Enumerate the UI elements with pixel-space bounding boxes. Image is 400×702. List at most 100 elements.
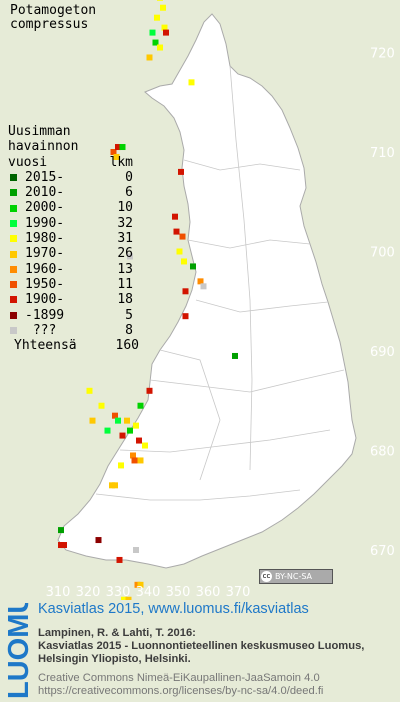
observation-marker — [133, 422, 139, 429]
legend-count: 13 — [117, 261, 133, 277]
legend-heading: havainnon — [8, 139, 79, 155]
svg-text:LUOMUS: LUOMUS — [4, 603, 34, 699]
y-axis-ticks: 770760750740730720710700690680670 — [370, 47, 395, 560]
observation-marker — [176, 248, 183, 255]
legend-period-label: 2010- — [25, 185, 65, 201]
legend-count: 6 — [125, 185, 133, 201]
observation-marker — [98, 402, 105, 409]
legend-row: 1980- 31 — [8, 231, 139, 246]
legend-period-label: 2015- — [25, 169, 65, 185]
observation-marker — [58, 527, 64, 534]
observation-marker — [161, 24, 168, 31]
observation-marker — [131, 457, 138, 464]
legend-period-label: 1990- — [25, 215, 65, 231]
legend-row: 2000- 10 — [8, 200, 139, 215]
legend-swatch — [10, 311, 17, 319]
observation-marker — [197, 278, 204, 285]
citation-line: Lampinen, R. & Lahti, T. 2016: — [38, 627, 196, 639]
inner-regions — [95, 65, 345, 501]
y-tick-label: 680 — [370, 445, 395, 460]
observation-marker — [127, 427, 133, 434]
observation-marker — [137, 581, 144, 588]
observation-marker — [119, 144, 126, 151]
legend-swatch — [10, 327, 17, 334]
legend-period-label: 1950- — [25, 276, 65, 292]
observation-marker — [179, 233, 186, 240]
legend-swatch — [10, 189, 17, 197]
x-tick-label: 350 — [166, 585, 191, 600]
observation-marker — [232, 352, 238, 359]
legend-row: 2010- 6 — [8, 185, 139, 200]
legend-period-label: 1900- — [25, 292, 65, 308]
observation-marker — [121, 596, 127, 600]
legend-col-count: lkm — [109, 154, 133, 170]
observation-marker — [149, 29, 156, 36]
legend-period-label: 1980- — [25, 231, 65, 247]
observation-marker — [172, 213, 178, 220]
legend-period-label: 1970- — [25, 246, 65, 262]
legend-count: 5 — [125, 307, 133, 323]
observation-marker — [190, 263, 196, 270]
x-tick-label: 340 — [136, 585, 161, 600]
footer — [0, 600, 400, 702]
observation-marker — [133, 547, 139, 553]
observation-marker — [119, 432, 126, 439]
observation-marker — [163, 29, 169, 36]
legend-period-label: 1960- — [25, 261, 65, 277]
y-tick-label: 700 — [370, 246, 395, 261]
legend-row: 1950- 11 — [8, 277, 139, 292]
observation-markers — [58, 0, 238, 600]
x-tick-label: 360 — [196, 585, 221, 600]
observation-marker — [182, 288, 189, 295]
legend-col-period: vuosi — [8, 154, 48, 170]
observation-marker — [115, 417, 121, 424]
observation-marker — [160, 4, 166, 11]
license-line: https://creativecommons.org/licenses/by-… — [38, 685, 324, 697]
cc-icon: cc — [261, 571, 272, 582]
legend-count: 26 — [117, 246, 133, 262]
legend-row: 1990- 32 — [8, 216, 139, 231]
observation-marker — [95, 537, 102, 544]
species-title-line: Potamogeton — [10, 3, 97, 18]
observation-marker — [112, 412, 118, 419]
legend-swatch — [10, 204, 17, 212]
x-tick-label: 330 — [106, 585, 131, 600]
legend-total: Yhteensä 160 — [8, 338, 139, 353]
observation-marker — [181, 258, 187, 265]
legend-swatch — [10, 281, 17, 289]
legend-count: 10 — [117, 200, 133, 216]
legend-total-label: Yhteensä — [14, 338, 77, 354]
observation-marker — [142, 442, 148, 449]
atlas-title: Kasviatlas 2015, www.luomus.fi/kasviatla… — [38, 601, 309, 617]
species-title: Potamogeton compressus — [10, 4, 96, 32]
observation-marker — [125, 596, 132, 600]
observation-marker — [137, 402, 144, 409]
observation-marker — [124, 417, 130, 424]
observation-marker — [146, 387, 153, 394]
legend-rows: 2015- 0 2010- 6 2000- 10 1990- 32 1980- 31 1970- 26… — [8, 170, 139, 338]
observation-marker — [113, 153, 120, 160]
x-tick-label: 370 — [226, 585, 251, 600]
distribution-map: 770760750740730720710700690680670 310320… — [45, 0, 395, 600]
observation-marker — [89, 417, 96, 424]
license: Creative Commons Nimeä-EiKaupallinen-Jaa… — [38, 672, 323, 698]
observation-marker — [112, 482, 118, 489]
legend-period-label: -1899 — [25, 307, 65, 323]
legend-row: 2015- 0 — [8, 170, 139, 185]
legend-row: 1960- 13 — [8, 262, 139, 277]
legend-swatch — [10, 174, 17, 182]
x-tick-label: 320 — [76, 585, 101, 600]
legend-count: 31 — [117, 231, 133, 247]
legend-count: 0 — [125, 169, 133, 185]
observation-marker — [110, 149, 117, 155]
y-tick-label: 690 — [370, 345, 395, 360]
legend: Uusimman havainnon vuosi lkm 2015- 0 2010-… — [8, 124, 139, 353]
legend-total-count: 160 — [115, 338, 139, 354]
observation-marker — [178, 168, 184, 175]
observation-marker — [182, 313, 189, 320]
observation-marker — [130, 452, 136, 459]
legend-heading: Uusimman — [8, 124, 71, 139]
species-title-line: compressus — [10, 17, 89, 32]
x-axis-ticks: 310 320 330 340 350 360 370 — [46, 585, 251, 600]
legend-swatch — [10, 250, 17, 258]
